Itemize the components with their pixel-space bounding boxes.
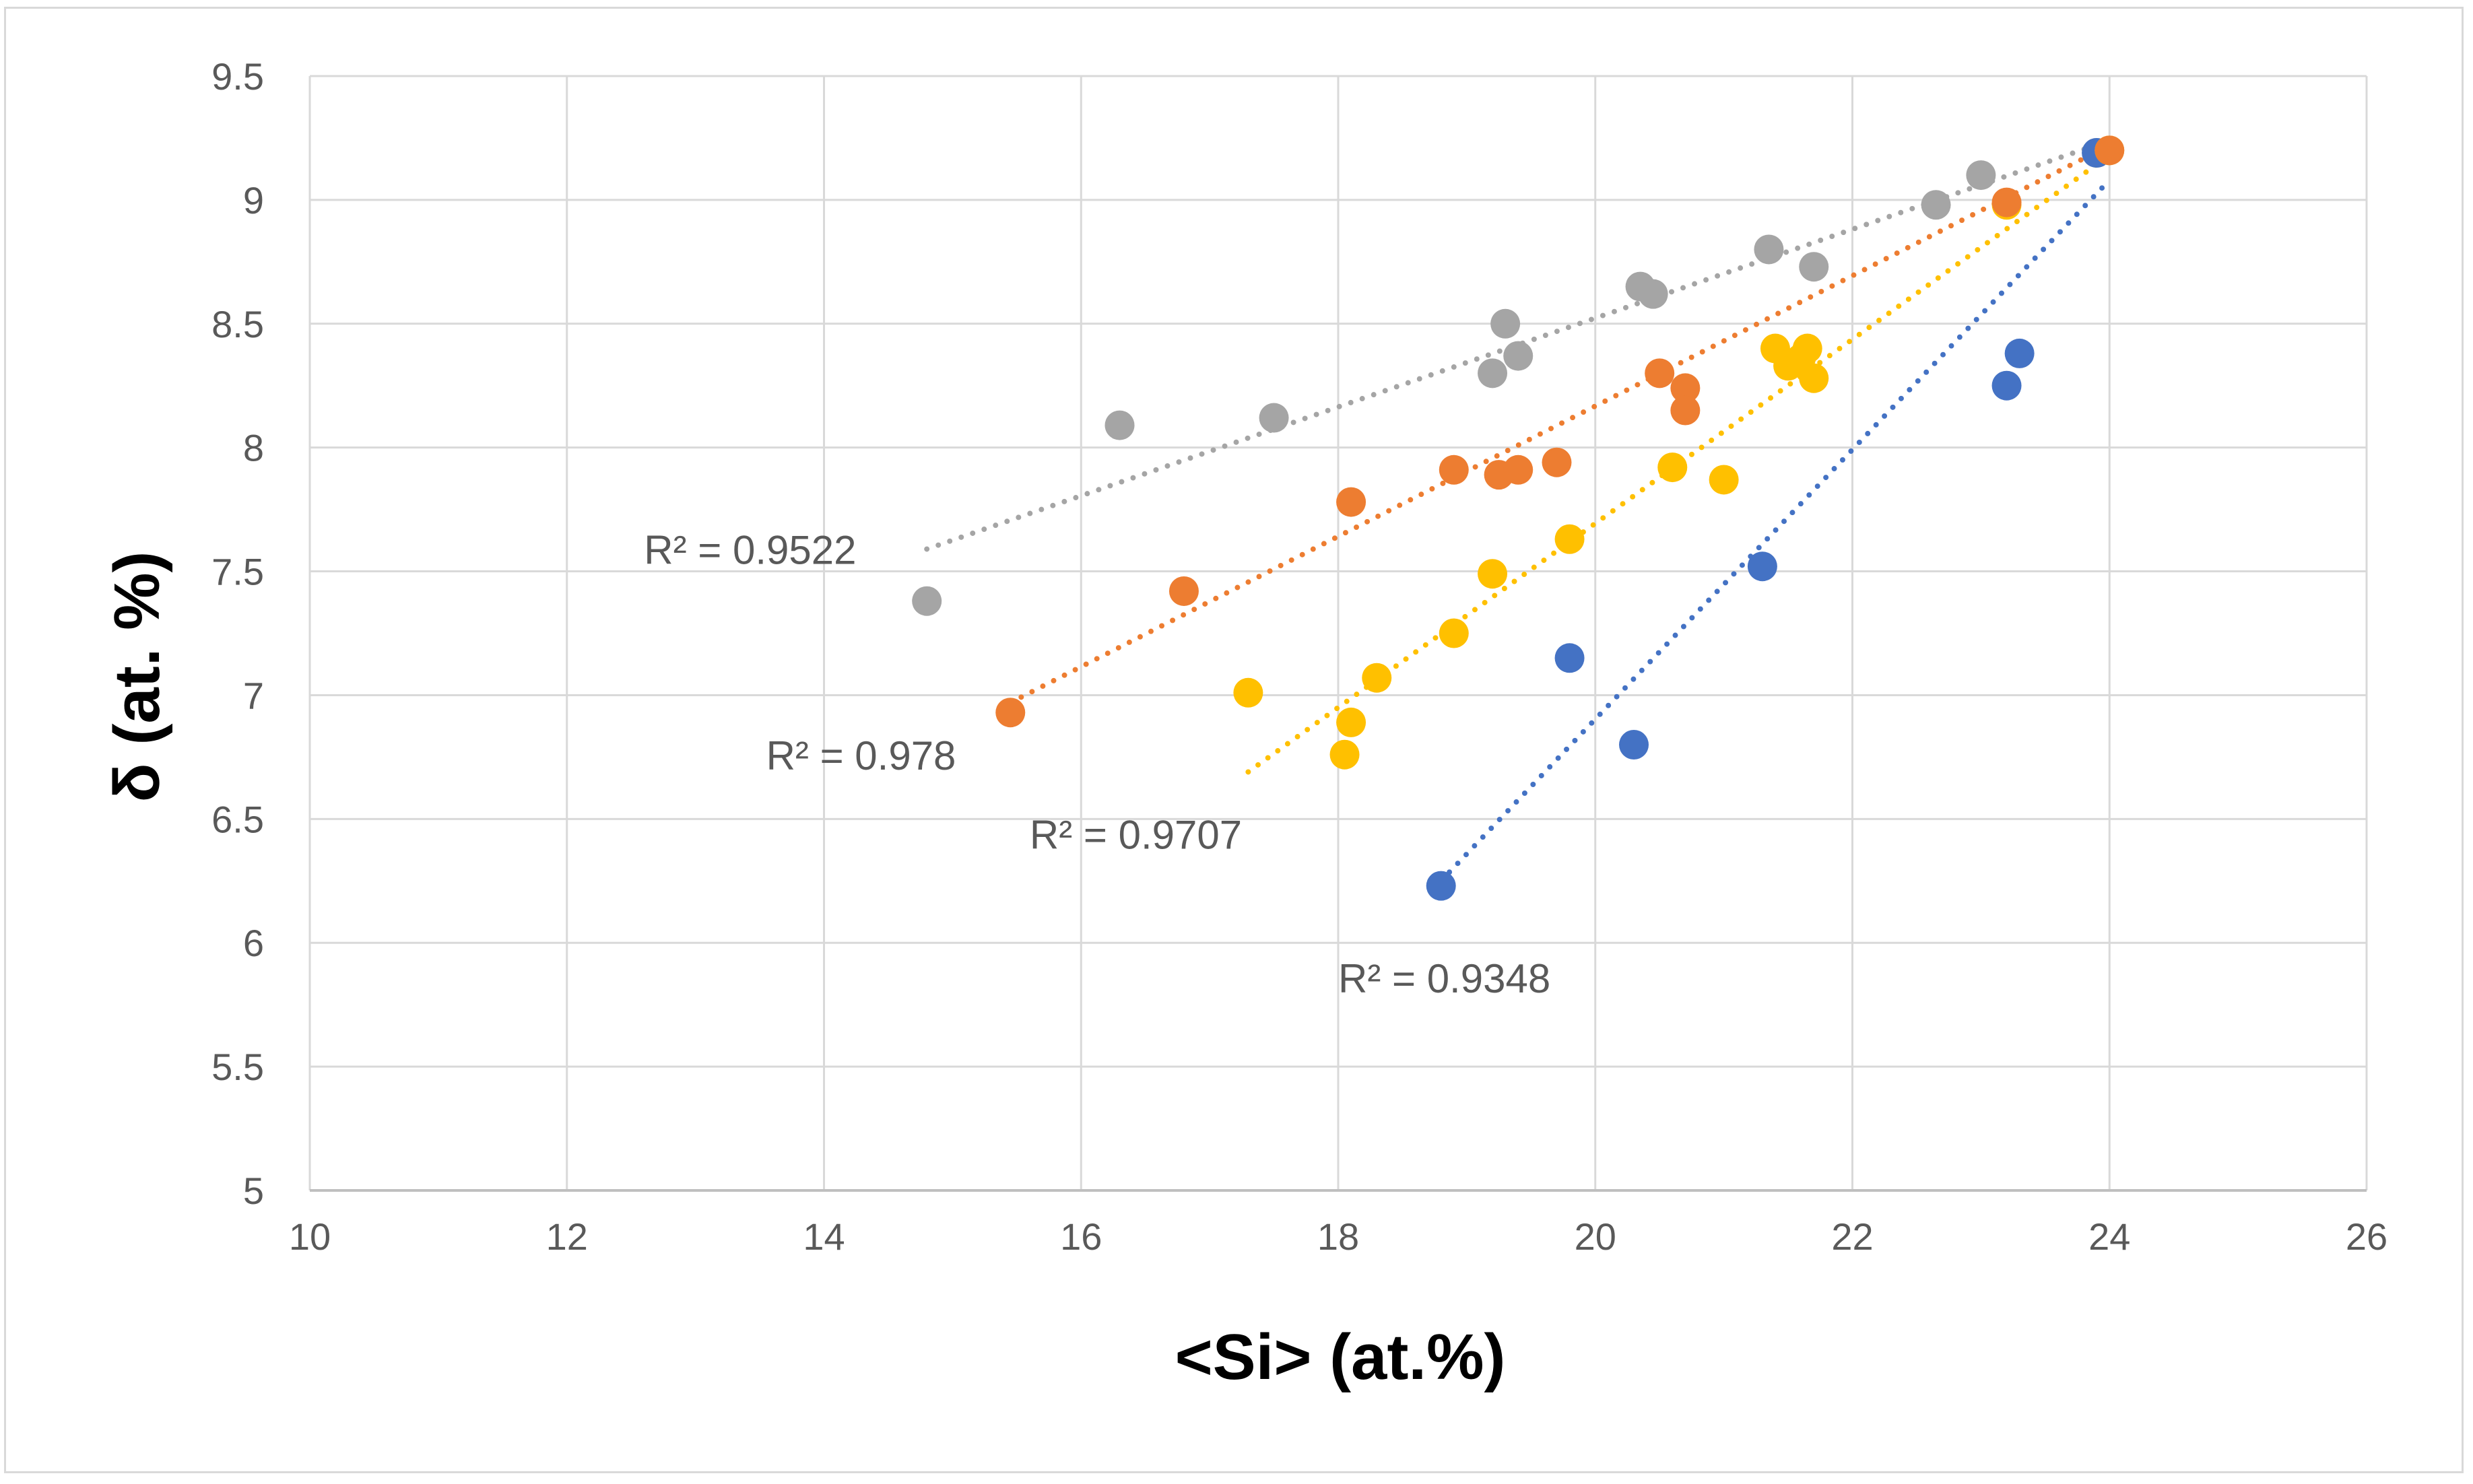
y-tick-label: 9.5 — [211, 55, 264, 98]
point-blue — [1619, 730, 1649, 760]
point-gray — [1639, 279, 1668, 309]
r2-label-blue: R² = 0.9348 — [1338, 956, 1550, 1001]
point-gray — [1754, 234, 1783, 264]
x-tick-label: 16 — [1060, 1215, 1102, 1258]
point-orange — [1542, 448, 1571, 477]
y-tick-label: 7.5 — [211, 551, 264, 593]
point-yellow — [1799, 364, 1828, 393]
y-tick-label: 6 — [243, 922, 264, 964]
point-gray — [1105, 411, 1135, 440]
point-orange — [1992, 188, 2022, 217]
data-points — [912, 135, 2124, 900]
point-orange — [1645, 358, 1674, 388]
point-yellow — [1439, 619, 1469, 648]
point-yellow — [1657, 452, 1687, 482]
point-blue — [1426, 871, 1456, 901]
point-gray — [1799, 252, 1828, 281]
point-yellow — [1555, 525, 1585, 554]
point-yellow — [1362, 663, 1391, 693]
point-orange — [2095, 135, 2124, 165]
point-gray — [1503, 341, 1533, 371]
y-tick-label: 8 — [243, 427, 264, 469]
y-tick-label: 6.5 — [211, 798, 264, 840]
point-gray — [1259, 403, 1289, 433]
x-tick-label: 20 — [1575, 1215, 1616, 1258]
point-yellow — [1709, 465, 1739, 494]
x-tick-label: 22 — [1831, 1215, 1873, 1258]
point-orange — [1336, 487, 1366, 517]
x-tick-label: 10 — [289, 1215, 331, 1258]
trendlines — [927, 141, 2109, 881]
point-gray — [1478, 358, 1507, 388]
point-orange — [1670, 396, 1700, 426]
trendline-orange — [1010, 145, 2109, 703]
x-tick-label: 24 — [2088, 1215, 2130, 1258]
point-yellow — [1336, 708, 1366, 737]
point-blue — [1748, 551, 1777, 581]
y-tick-label: 5.5 — [211, 1046, 264, 1088]
point-yellow — [1233, 678, 1263, 708]
r2-label-gray: R² = 0.9522 — [644, 528, 856, 573]
y-tick-label: 8.5 — [211, 303, 264, 345]
point-orange — [995, 698, 1025, 727]
r2-label-orange: R² = 0.978 — [766, 733, 956, 778]
point-blue — [1992, 371, 2022, 401]
grid — [310, 76, 2367, 1190]
scatter-chart: 10 12 14 16 18 20 22 24 26 5 5.5 6 6.5 7 7.5 8 8.5 9 9.5 <… — [0, 0, 2473, 1484]
y-tick-label: 7 — [243, 674, 264, 716]
point-gray — [1966, 160, 1996, 190]
y-axis-title: δ (at. %) — [101, 551, 173, 803]
x-tick-label: 14 — [803, 1215, 845, 1258]
y-tick-label: 5 — [243, 1170, 264, 1212]
point-blue — [2005, 339, 2035, 368]
point-gray — [912, 586, 942, 616]
point-yellow — [1793, 334, 1822, 364]
point-blue — [1555, 643, 1585, 673]
r2-label-yellow: R² = 0.9707 — [1030, 812, 1242, 857]
r-squared-labels: R² = 0.9348 R² = 0.978 R² = 0.9707 R² = 0.9… — [644, 528, 1550, 1001]
point-gray — [1921, 190, 1951, 220]
x-tick-label: 12 — [546, 1215, 588, 1258]
point-orange — [1439, 455, 1469, 485]
x-tick-label: 26 — [2346, 1215, 2387, 1258]
point-orange — [1503, 455, 1533, 485]
point-gray — [1490, 309, 1520, 339]
point-orange — [1169, 576, 1199, 606]
x-tick-label: 18 — [1317, 1215, 1359, 1258]
y-tick-label: 9 — [243, 179, 264, 222]
x-axis-title: <Si> (at.%) — [1175, 1321, 1506, 1393]
point-yellow — [1330, 740, 1360, 770]
trendline-blue — [1441, 180, 2110, 881]
tick-labels: 10 12 14 16 18 20 22 24 26 5 5.5 6 6.5 7 7.5 8 8.5 9 9.5 — [211, 55, 2387, 1258]
point-yellow — [1478, 559, 1507, 588]
